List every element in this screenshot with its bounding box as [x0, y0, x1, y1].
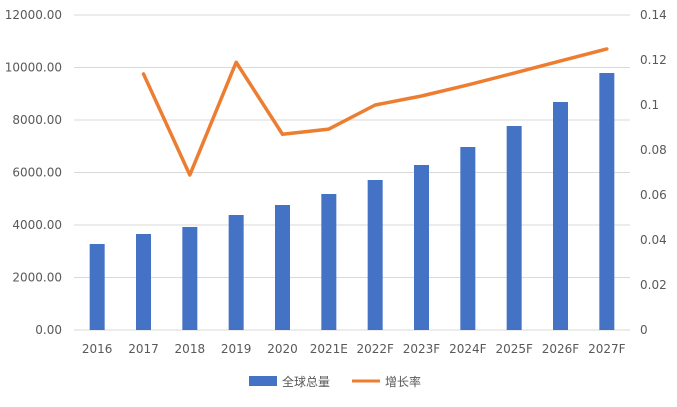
x-tick-label: 2022F: [356, 342, 394, 356]
left-tick-label: 8000.00: [12, 113, 62, 127]
x-tick-label: 2021E: [310, 342, 348, 356]
x-tick-label: 2017: [128, 342, 159, 356]
legend-bar-swatch: [249, 376, 277, 386]
left-axis-ticks: 0.00 2000.00 4000.00 6000.00 8000.00 10000.00…: [5, 8, 62, 337]
legend-bar-label: 全球总量: [282, 374, 330, 389]
x-tick-label: 2016: [82, 342, 113, 356]
right-tick-label: 0.08: [640, 143, 667, 157]
left-tick-label: 4000.00: [12, 218, 62, 232]
gridlines: [74, 15, 630, 330]
bar: [460, 147, 475, 330]
right-tick-label: 0.14: [640, 8, 667, 22]
x-tick-label: 2018: [175, 342, 206, 356]
x-tick-label: 2026F: [542, 342, 580, 356]
left-tick-label: 0.00: [35, 323, 62, 337]
bar: [321, 194, 336, 330]
bar: [136, 234, 151, 330]
right-axis-ticks: 0 0.02 0.04 0.06 0.08 0.1 0.12 0.14: [640, 8, 667, 337]
left-tick-label: 6000.00: [12, 166, 62, 180]
right-tick-label: 0.12: [640, 53, 667, 67]
x-tick-label: 2025F: [495, 342, 533, 356]
left-tick-label: 12000.00: [5, 8, 62, 22]
x-tick-label: 2023F: [403, 342, 441, 356]
right-tick-label: 0: [640, 323, 648, 337]
legend-line-label: 增长率: [385, 374, 421, 389]
bar: [182, 227, 197, 330]
left-tick-label: 2000.00: [12, 271, 62, 285]
bar: [229, 215, 244, 330]
bar: [507, 126, 522, 330]
x-tick-label: 2020: [267, 342, 298, 356]
x-tick-label: 2027F: [588, 342, 626, 356]
bar-series: [90, 73, 615, 330]
right-tick-label: 0.1: [640, 98, 659, 112]
bar: [275, 205, 290, 330]
x-tick-label: 2024F: [449, 342, 487, 356]
bar: [553, 102, 568, 330]
bar: [368, 180, 383, 330]
x-axis-labels: 2016 2017 2018 2019 2020 2021E 2022F 2023F 2024F…: [82, 342, 626, 356]
bar: [90, 244, 105, 330]
right-tick-label: 0.02: [640, 278, 667, 292]
left-tick-label: 10000.00: [5, 61, 62, 75]
bar: [414, 165, 429, 330]
bar: [599, 73, 614, 330]
right-tick-label: 0.06: [640, 188, 667, 202]
x-tick-label: 2019: [221, 342, 252, 356]
right-tick-label: 0.04: [640, 233, 667, 247]
legend: 全球总量 增长率: [249, 374, 421, 389]
